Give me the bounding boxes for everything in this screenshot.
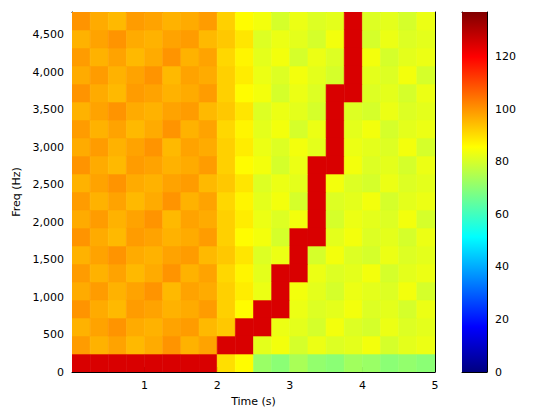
svg-text:4,000: 4,000 bbox=[33, 66, 65, 79]
svg-text:3,000: 3,000 bbox=[33, 141, 65, 154]
svg-text:Time (s): Time (s) bbox=[230, 395, 276, 408]
svg-text:20: 20 bbox=[495, 313, 509, 326]
svg-text:500: 500 bbox=[43, 328, 64, 341]
svg-text:120: 120 bbox=[495, 50, 516, 63]
svg-text:60: 60 bbox=[495, 208, 509, 221]
svg-text:5: 5 bbox=[432, 379, 439, 392]
svg-text:0: 0 bbox=[57, 366, 64, 379]
svg-text:3,500: 3,500 bbox=[33, 103, 65, 116]
svg-text:Freq (Hz): Freq (Hz) bbox=[10, 167, 23, 217]
svg-text:4: 4 bbox=[359, 379, 366, 392]
svg-text:4,500: 4,500 bbox=[33, 28, 65, 41]
svg-text:0: 0 bbox=[495, 366, 502, 379]
svg-text:1,500: 1,500 bbox=[33, 253, 65, 266]
svg-text:1,000: 1,000 bbox=[33, 291, 65, 304]
svg-text:2,000: 2,000 bbox=[33, 216, 65, 229]
svg-text:2: 2 bbox=[214, 379, 221, 392]
svg-text:1: 1 bbox=[141, 379, 148, 392]
svg-text:2,500: 2,500 bbox=[33, 178, 65, 191]
svg-text:100: 100 bbox=[495, 103, 516, 116]
svg-text:80: 80 bbox=[495, 155, 509, 168]
svg-text:40: 40 bbox=[495, 260, 509, 273]
svg-text:3: 3 bbox=[286, 379, 293, 392]
